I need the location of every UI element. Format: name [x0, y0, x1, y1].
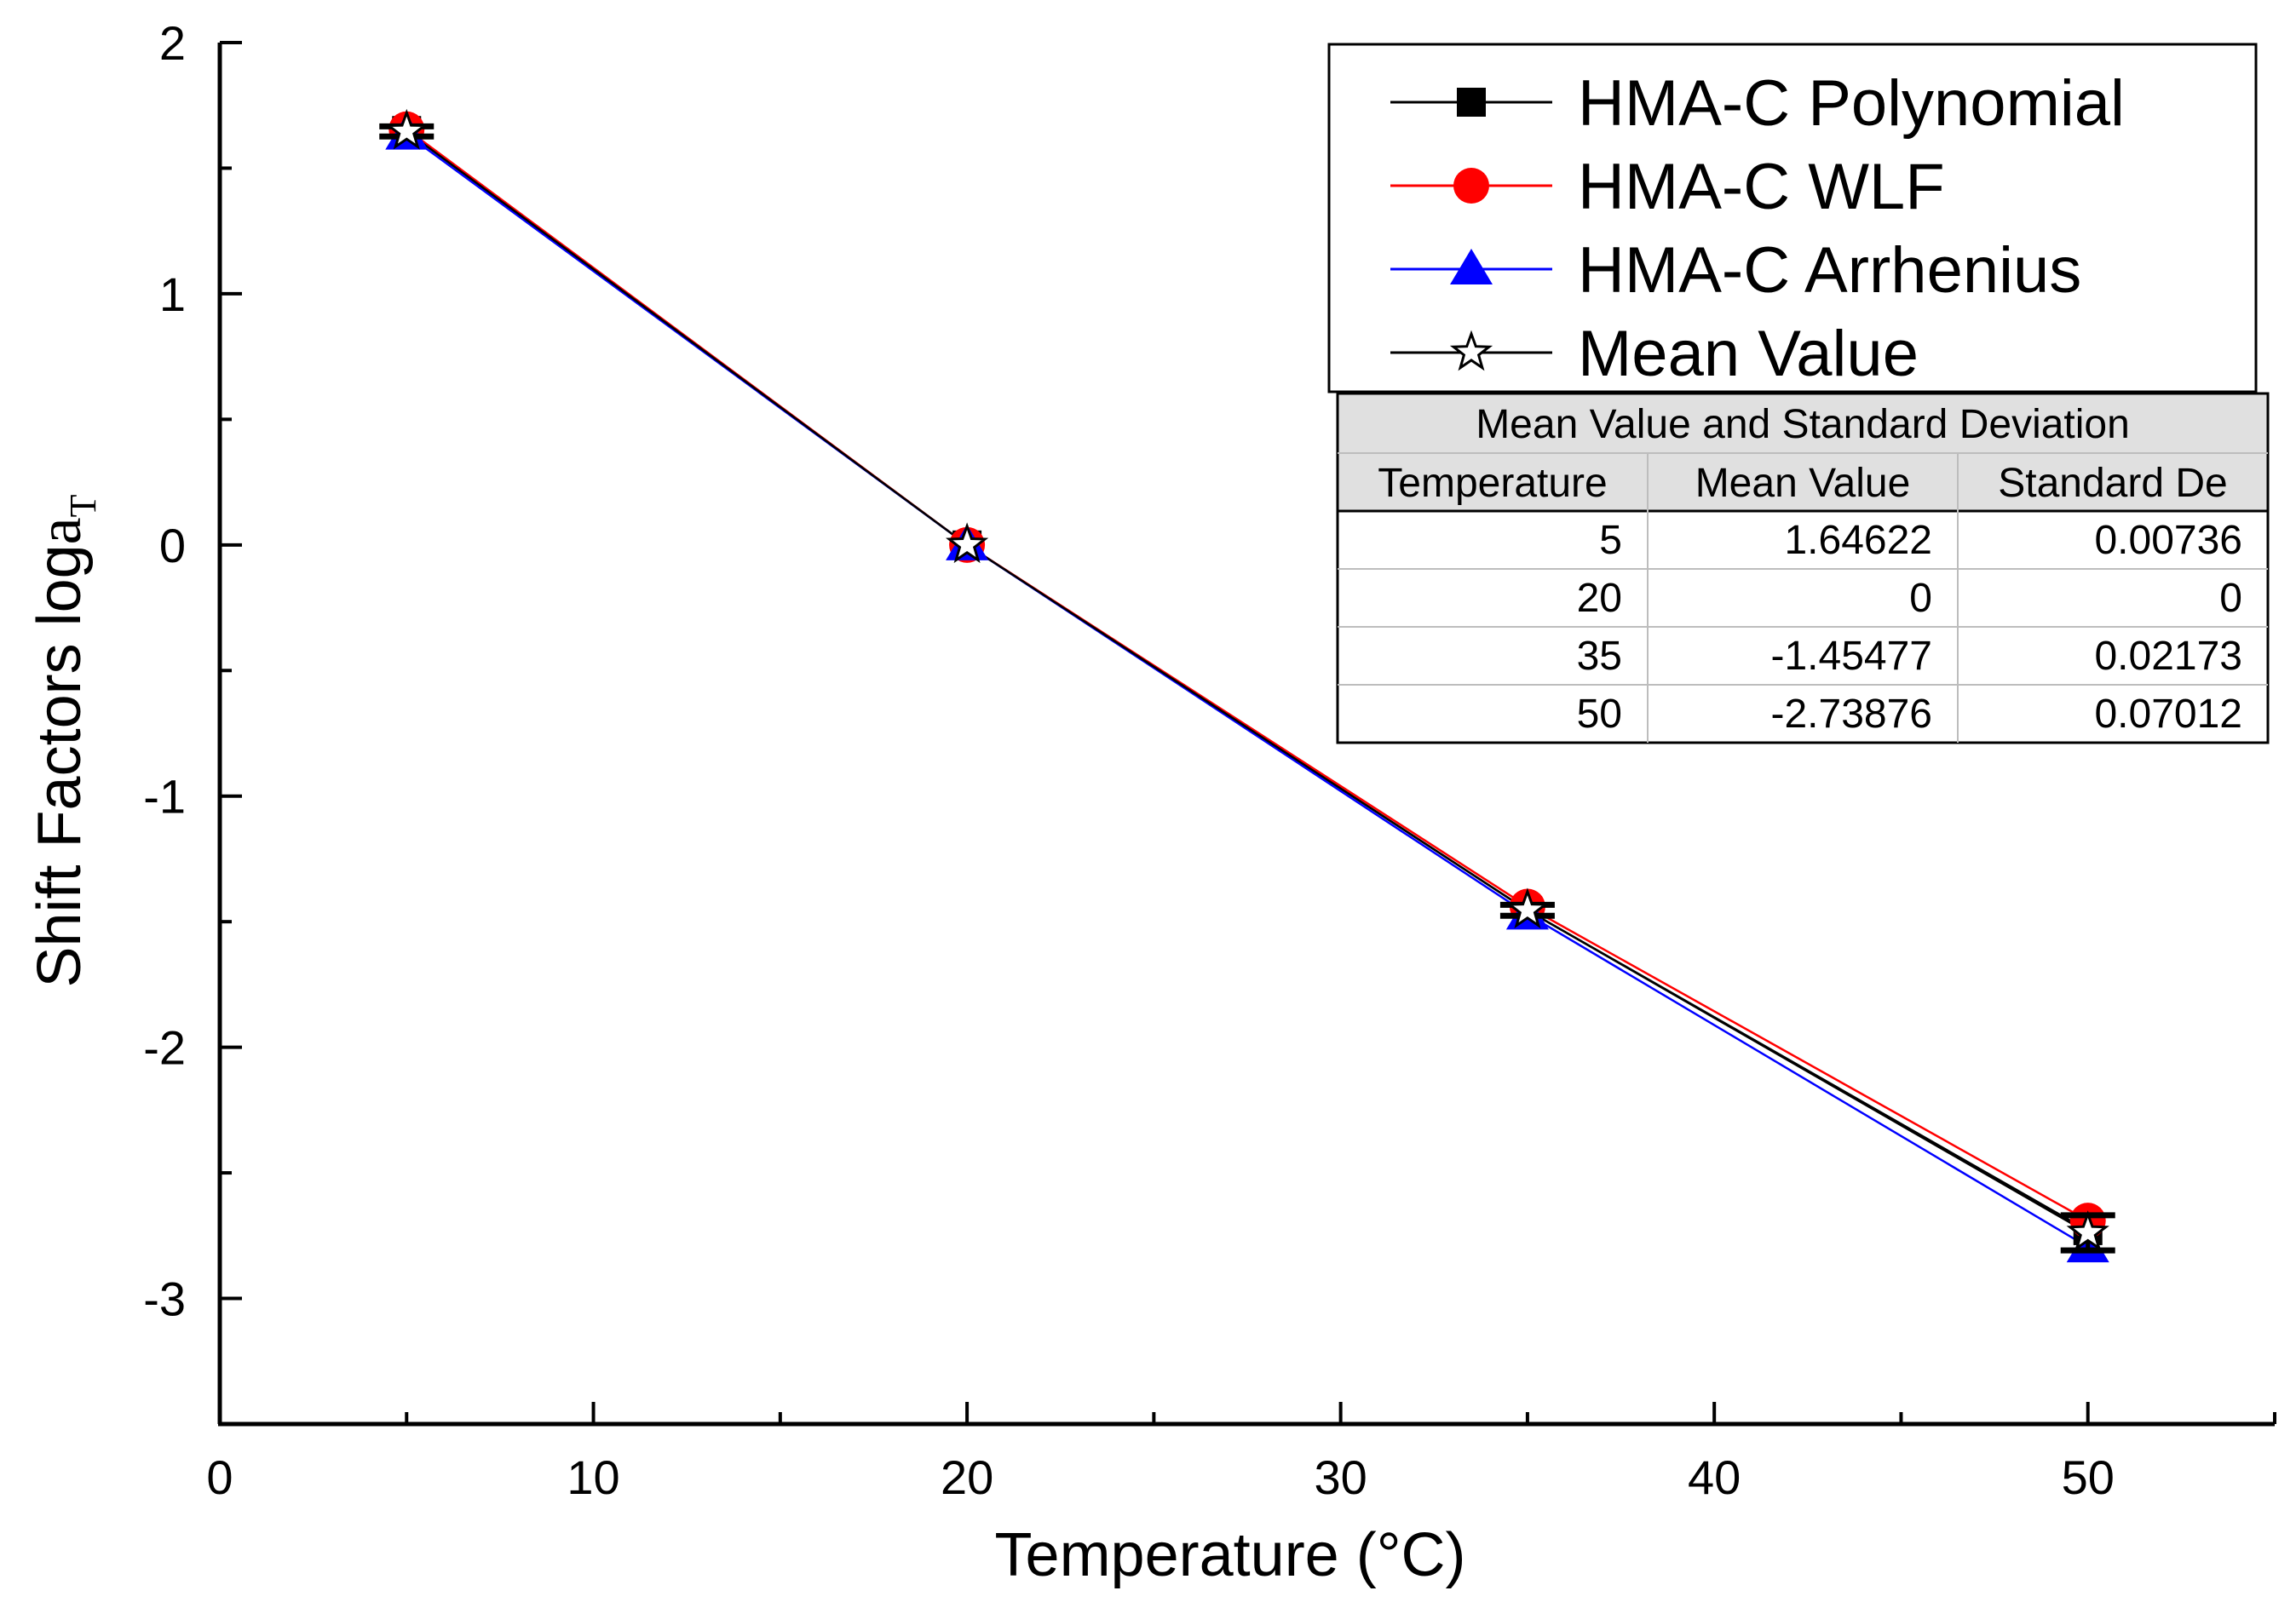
table-cell: 35 [1577, 634, 1622, 679]
legend-marker-triangle [1450, 249, 1493, 284]
legend-marker-circle [1453, 168, 1489, 204]
series-line-star [406, 130, 2089, 1234]
table-cell: 0.00736 [2094, 518, 2242, 563]
data-markers [379, 108, 2115, 1263]
y-axis-title-subscript: T [62, 494, 104, 517]
table-title: Mean Value and Standard Deviation [1476, 402, 2130, 447]
x-tick-label: 20 [941, 1450, 993, 1504]
data-point-star [2066, 1210, 2109, 1251]
table-header-cell: Temperature [1378, 461, 1607, 506]
table-cell: 50 [1577, 692, 1622, 737]
data-point-star [946, 522, 989, 564]
legend-label: HMA-C Polynomial [1578, 67, 2125, 140]
table-cell: 0 [1909, 576, 1932, 621]
y-tick-label: 0 [159, 519, 186, 572]
table-cell: -1.45477 [1771, 634, 1933, 679]
table-cell: 5 [1599, 518, 1622, 563]
legend-marker-star [1449, 330, 1493, 371]
x-tick-label: 0 [206, 1450, 233, 1504]
x-tick-label: 50 [2062, 1450, 2115, 1504]
y-tick-label: 1 [159, 267, 186, 321]
table-cell: -2.73876 [1771, 692, 1933, 737]
y-axis-title: Shift Factors logaT [26, 494, 104, 987]
legend-label: HMA-C WLF [1578, 151, 1945, 223]
y-tick-label: 2 [159, 16, 186, 70]
data-point-star [1505, 887, 1550, 929]
x-axis-title: Temperature (°C) [995, 1521, 1466, 1589]
y-axis-title-main: Shift Factors log [26, 544, 94, 987]
y-tick-label: -2 [143, 1021, 186, 1075]
legend: HMA-C Polynomial HMA-C WLF HMA-C Arrhenius… [1327, 43, 2258, 393]
table-cell: 0.02173 [2094, 634, 2242, 679]
data-point-star [385, 108, 429, 150]
table-cell: 1.64622 [1784, 518, 1932, 563]
y-axis-title-italic: a [26, 517, 94, 544]
x-tick-label: 40 [1688, 1450, 1741, 1504]
table-cell: 0.07012 [2094, 692, 2242, 737]
table-cell: 20 [1577, 576, 1622, 621]
stats-table: Mean Value and Standard Deviation Tempera… [1336, 392, 2270, 744]
legend-marker-square [1457, 88, 1486, 117]
y-tick-label: -3 [143, 1272, 186, 1326]
y-tick-label: -1 [143, 770, 186, 824]
table-header-cell: Mean Value [1695, 461, 1911, 506]
x-tick-label: 30 [1314, 1450, 1367, 1504]
table-cell: 0 [2219, 576, 2242, 621]
legend-label: Mean Value [1578, 318, 1919, 390]
legend-label: HMA-C Arrhenius [1578, 234, 2081, 307]
series-line-triangle [406, 133, 2089, 1249]
x-tick-label: 10 [567, 1450, 619, 1504]
table-header-cell: Standard De [1998, 461, 2228, 506]
series-lines [406, 128, 2089, 1249]
